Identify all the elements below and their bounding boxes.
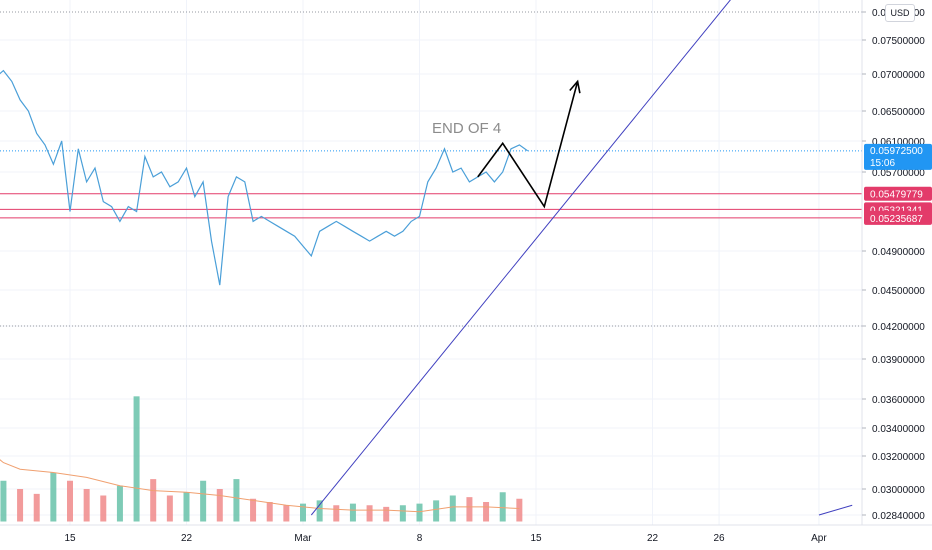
volume-bar xyxy=(449,495,456,522)
price-tick-label: 0.05700000 xyxy=(872,168,925,179)
volume-bar xyxy=(383,506,390,522)
trend-lines[interactable] xyxy=(310,0,853,516)
chart-grid xyxy=(0,0,862,525)
volume-bar xyxy=(466,497,473,522)
level-tag-label: 0.05479779 xyxy=(870,190,923,201)
volume-ma-line xyxy=(0,459,520,513)
level-tag xyxy=(864,210,932,225)
countdown: 15:06 xyxy=(870,158,895,169)
price-tick-label: 0.06500000 xyxy=(872,107,925,118)
arrow-head xyxy=(569,79,581,94)
trend-line xyxy=(818,504,853,516)
date-tick-label: 8 xyxy=(417,533,423,544)
volume-bar xyxy=(483,502,490,522)
price-tick-label: 0.03000000 xyxy=(872,485,925,496)
price-tick-label: 0.03600000 xyxy=(872,395,925,406)
volume-bar xyxy=(416,503,423,522)
volume-bar xyxy=(200,480,207,522)
date-tick-label: 15 xyxy=(64,533,76,544)
current-price-value: 0.05972500 xyxy=(870,146,923,157)
volume-bar xyxy=(366,505,373,522)
horizontal-levels[interactable] xyxy=(0,193,862,219)
volume-bar xyxy=(300,503,306,522)
volume-bar xyxy=(166,495,173,522)
current-price-tag xyxy=(864,143,932,170)
volume-bar xyxy=(233,479,240,522)
date-tick-label: 15 xyxy=(530,533,542,544)
projection-path[interactable] xyxy=(477,79,581,209)
price-tick-label: 0.07000000 xyxy=(872,70,925,81)
volume-bar xyxy=(499,492,506,522)
volume-bar xyxy=(283,505,290,522)
volume-bar xyxy=(17,489,24,522)
date-tick-label: Mar xyxy=(294,533,312,544)
volume-bar xyxy=(333,505,340,522)
price-tick-label: 0.07500000 xyxy=(872,36,925,47)
volume-bar xyxy=(67,480,73,522)
dotted-levels xyxy=(0,11,862,327)
volume-bar xyxy=(516,498,523,522)
projection-line xyxy=(477,81,579,209)
volume-bar xyxy=(33,493,40,522)
volume-bar xyxy=(83,489,90,522)
price-tick-label: 0.04200000 xyxy=(872,322,925,333)
volume-bar xyxy=(250,498,257,522)
price-tick-label: 0.02840000 xyxy=(872,511,925,522)
date-tick-label: Apr xyxy=(811,533,827,544)
price-tick-label: 0.03400000 xyxy=(872,424,925,435)
price-tick-label: 0.06100000 xyxy=(872,137,925,148)
volume-bar xyxy=(133,396,140,522)
date-tick-label: 22 xyxy=(647,533,659,544)
volume-bar xyxy=(349,503,356,522)
price-tick-label: 0.04900000 xyxy=(872,247,925,258)
level-tag-label: 0.05235687 xyxy=(870,214,923,225)
price-tick-label: 0.04500000 xyxy=(872,286,925,297)
volume-bar xyxy=(216,489,223,522)
volume-bar xyxy=(50,472,57,522)
date-tick-label: 22 xyxy=(181,533,193,544)
volume-bar xyxy=(0,480,7,522)
volume-bar xyxy=(100,495,107,522)
price-line xyxy=(0,69,529,286)
currency-badge[interactable]: USD xyxy=(885,4,915,22)
price-tags: 0.0597250015:060.054797790.053213410.052… xyxy=(864,143,932,225)
volume-bar xyxy=(433,500,440,522)
volume-bar xyxy=(150,479,157,522)
volume-bar xyxy=(399,505,406,522)
date-tick-label: 26 xyxy=(714,533,726,544)
trend-line xyxy=(310,0,731,516)
price-ticks: 0.078000000.075000000.070000000.06500000… xyxy=(862,8,925,522)
wave-annotation[interactable]: END OF 4 xyxy=(432,120,501,137)
price-axis[interactable] xyxy=(861,0,932,525)
volume-bars xyxy=(0,396,523,522)
level-tag xyxy=(864,186,932,201)
price-tick-label: 0.03900000 xyxy=(872,355,925,366)
volume-bar xyxy=(183,492,190,522)
volume-bar xyxy=(266,502,273,522)
price-tick-label: 0.03200000 xyxy=(872,452,925,463)
date-ticks: 15 22 Mar 8 15 22 26 Apr xyxy=(64,533,827,544)
volume-bar xyxy=(116,485,123,522)
volume-bar xyxy=(316,500,323,522)
